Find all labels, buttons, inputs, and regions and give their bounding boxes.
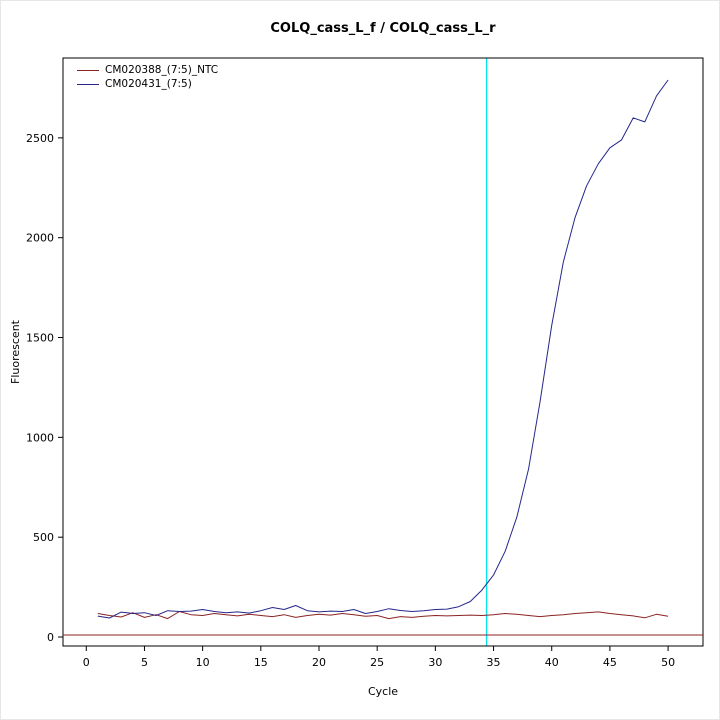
y-tick-label: 1500 [26,332,54,345]
series-line-0 [97,611,669,620]
x-tick-label: 5 [141,656,148,669]
y-tick-label: 500 [33,531,54,544]
y-tick-label: 2500 [26,132,54,145]
x-tick-label: 20 [312,656,326,669]
x-tick-label: 15 [254,656,268,669]
y-axis-label: Fluorescent [9,319,22,384]
x-tick-label: 50 [661,656,675,669]
x-tick-label: 35 [487,656,501,669]
legend-line-swatch-ntc [77,69,99,71]
y-tick-label: 1000 [26,431,54,444]
x-axis-label: Cycle [368,685,398,698]
legend-line-swatch-sample [77,83,99,85]
legend-label-ntc: CM020388_(7:5)_NTC [105,64,219,76]
series-line-1 [97,79,669,619]
legend-label-sample: CM020431_(7:5) [105,78,192,90]
x-tick-label: 45 [603,656,617,669]
x-tick-label: 40 [545,656,559,669]
legend-item-ntc: CM020388_(7:5)_NTC [77,63,218,77]
legend-item-sample: CM020431_(7:5) [77,77,218,91]
x-tick-label: 30 [428,656,442,669]
x-tick-label: 10 [196,656,210,669]
legend: CM020388_(7:5)_NTC CM020431_(7:5) [77,63,218,91]
plot-box [62,57,704,647]
y-tick-label: 0 [47,631,54,644]
x-tick-label: 0 [83,656,90,669]
chart-title: COLQ_cass_L_f / COLQ_cass_L_r [270,21,496,36]
y-tick-label: 2000 [26,232,54,245]
x-tick-label: 25 [370,656,384,669]
